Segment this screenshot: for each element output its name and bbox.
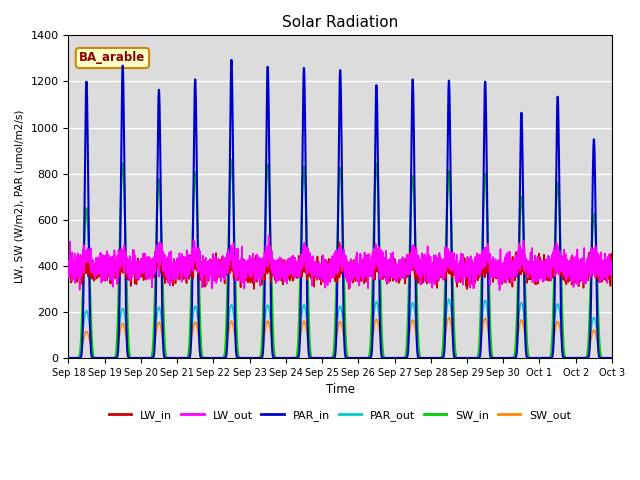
Title: Solar Radiation: Solar Radiation: [282, 15, 398, 30]
Legend: LW_in, LW_out, PAR_in, PAR_out, SW_in, SW_out: LW_in, LW_out, PAR_in, PAR_out, SW_in, S…: [105, 406, 575, 425]
X-axis label: Time: Time: [326, 383, 355, 396]
Text: BA_arable: BA_arable: [79, 51, 145, 64]
Y-axis label: LW, SW (W/m2), PAR (umol/m2/s): LW, SW (W/m2), PAR (umol/m2/s): [15, 110, 25, 283]
